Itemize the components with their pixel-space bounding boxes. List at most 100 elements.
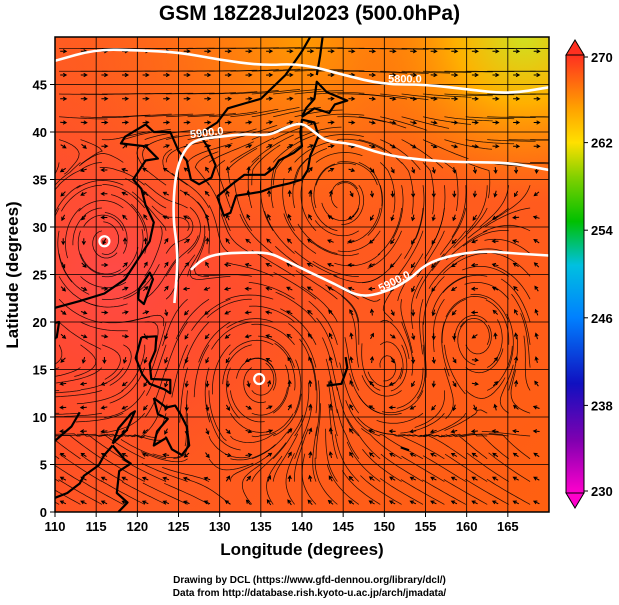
streamline xyxy=(104,212,128,254)
streamline xyxy=(337,230,381,252)
wind-arrow xyxy=(141,500,149,505)
wind-arrow xyxy=(389,144,397,149)
coastline xyxy=(134,335,172,395)
wind-arrow xyxy=(471,452,478,458)
wind-arrow xyxy=(308,474,313,482)
streamline xyxy=(120,439,167,460)
wind-arrow xyxy=(389,72,397,78)
wind-arrow xyxy=(471,476,478,481)
wind-arrow xyxy=(225,237,231,244)
x-axis: 110 115 120 125 130 135 140 145 150 155 160 165 xyxy=(45,512,519,534)
wind-arrow xyxy=(101,96,109,101)
streamline xyxy=(111,194,146,231)
wind-arrow xyxy=(514,309,518,316)
streamline xyxy=(79,479,124,505)
streamline xyxy=(401,162,414,215)
colorbar-tick-label: 238 xyxy=(591,398,613,413)
streamline xyxy=(367,367,402,387)
streamline xyxy=(272,134,315,163)
streamline xyxy=(251,249,295,277)
y-tick-label: 10 xyxy=(33,410,47,425)
wind-arrow xyxy=(513,285,519,292)
wind-arrow xyxy=(266,429,273,434)
wind-arrow xyxy=(266,72,274,78)
streamline xyxy=(131,191,167,231)
streamline xyxy=(165,215,194,254)
streamline xyxy=(75,412,124,423)
streamline xyxy=(294,148,328,186)
streamline xyxy=(101,344,121,380)
streamline xyxy=(251,427,292,460)
circulation-centers xyxy=(98,235,266,386)
wind-arrow xyxy=(307,49,315,54)
streamline xyxy=(212,344,231,395)
wind-arrow xyxy=(246,475,252,482)
wind-arrow xyxy=(245,144,253,149)
wind-arrow xyxy=(184,404,189,412)
streamline xyxy=(55,434,60,437)
streamline xyxy=(444,70,493,73)
streamline xyxy=(294,250,338,277)
streamline xyxy=(310,358,318,414)
circulation-center xyxy=(253,372,266,386)
wind-arrow xyxy=(533,191,540,197)
wind-arrow xyxy=(492,452,499,458)
wind-arrow xyxy=(163,96,171,101)
streamline xyxy=(55,455,60,460)
wind-arrow xyxy=(451,49,459,54)
wind-arrow xyxy=(142,120,150,125)
y-tick-label: 0 xyxy=(40,505,47,520)
streamline xyxy=(99,167,145,186)
wind-arrow xyxy=(60,96,68,101)
wind-arrow xyxy=(203,476,211,481)
wind-arrow xyxy=(60,286,67,292)
streamline xyxy=(55,162,60,175)
streamline xyxy=(360,475,402,505)
wind-arrow xyxy=(79,381,87,386)
wind-arrow xyxy=(327,168,335,172)
wind-arrow xyxy=(183,49,191,54)
wind-arrow xyxy=(61,214,66,222)
wind-arrow xyxy=(410,120,418,125)
streamline xyxy=(165,235,199,277)
streamline xyxy=(101,221,120,255)
streamline xyxy=(511,293,531,345)
wind-arrow xyxy=(183,452,190,458)
streamline xyxy=(251,89,301,95)
wind-arrow xyxy=(224,453,232,458)
streamline xyxy=(422,139,469,160)
wind-arrow xyxy=(493,403,498,411)
streamline xyxy=(462,266,509,277)
wind-arrow xyxy=(307,144,314,149)
streamline xyxy=(444,367,454,420)
streamline xyxy=(376,412,424,424)
streamline xyxy=(55,478,60,482)
streamline xyxy=(423,276,445,325)
streamline xyxy=(193,344,210,398)
wind-arrow xyxy=(142,429,149,434)
streamline xyxy=(78,200,124,212)
wind-arrow xyxy=(121,310,129,315)
wind-arrow xyxy=(205,166,210,173)
streamline xyxy=(285,452,295,505)
y-axis-title: Latitude (degrees) xyxy=(3,201,22,348)
wind-arrow xyxy=(533,144,541,149)
wind-arrow xyxy=(80,72,88,78)
wind-arrow xyxy=(513,144,521,149)
streamline xyxy=(382,390,424,413)
streamline xyxy=(123,128,171,140)
streamline xyxy=(500,278,531,323)
x-tick-label: 140 xyxy=(291,519,313,534)
streamline xyxy=(379,355,397,382)
streamline xyxy=(58,479,103,505)
wind-arrow xyxy=(59,476,67,481)
streamline xyxy=(419,299,424,355)
wind-arrow xyxy=(122,237,128,245)
wind-arrow xyxy=(204,310,211,315)
streamline xyxy=(55,390,81,394)
wind-arrow xyxy=(513,120,521,125)
wind-arrow xyxy=(224,500,231,505)
streamline xyxy=(362,253,402,284)
streamline xyxy=(444,139,493,150)
wind-arrow xyxy=(513,72,521,78)
